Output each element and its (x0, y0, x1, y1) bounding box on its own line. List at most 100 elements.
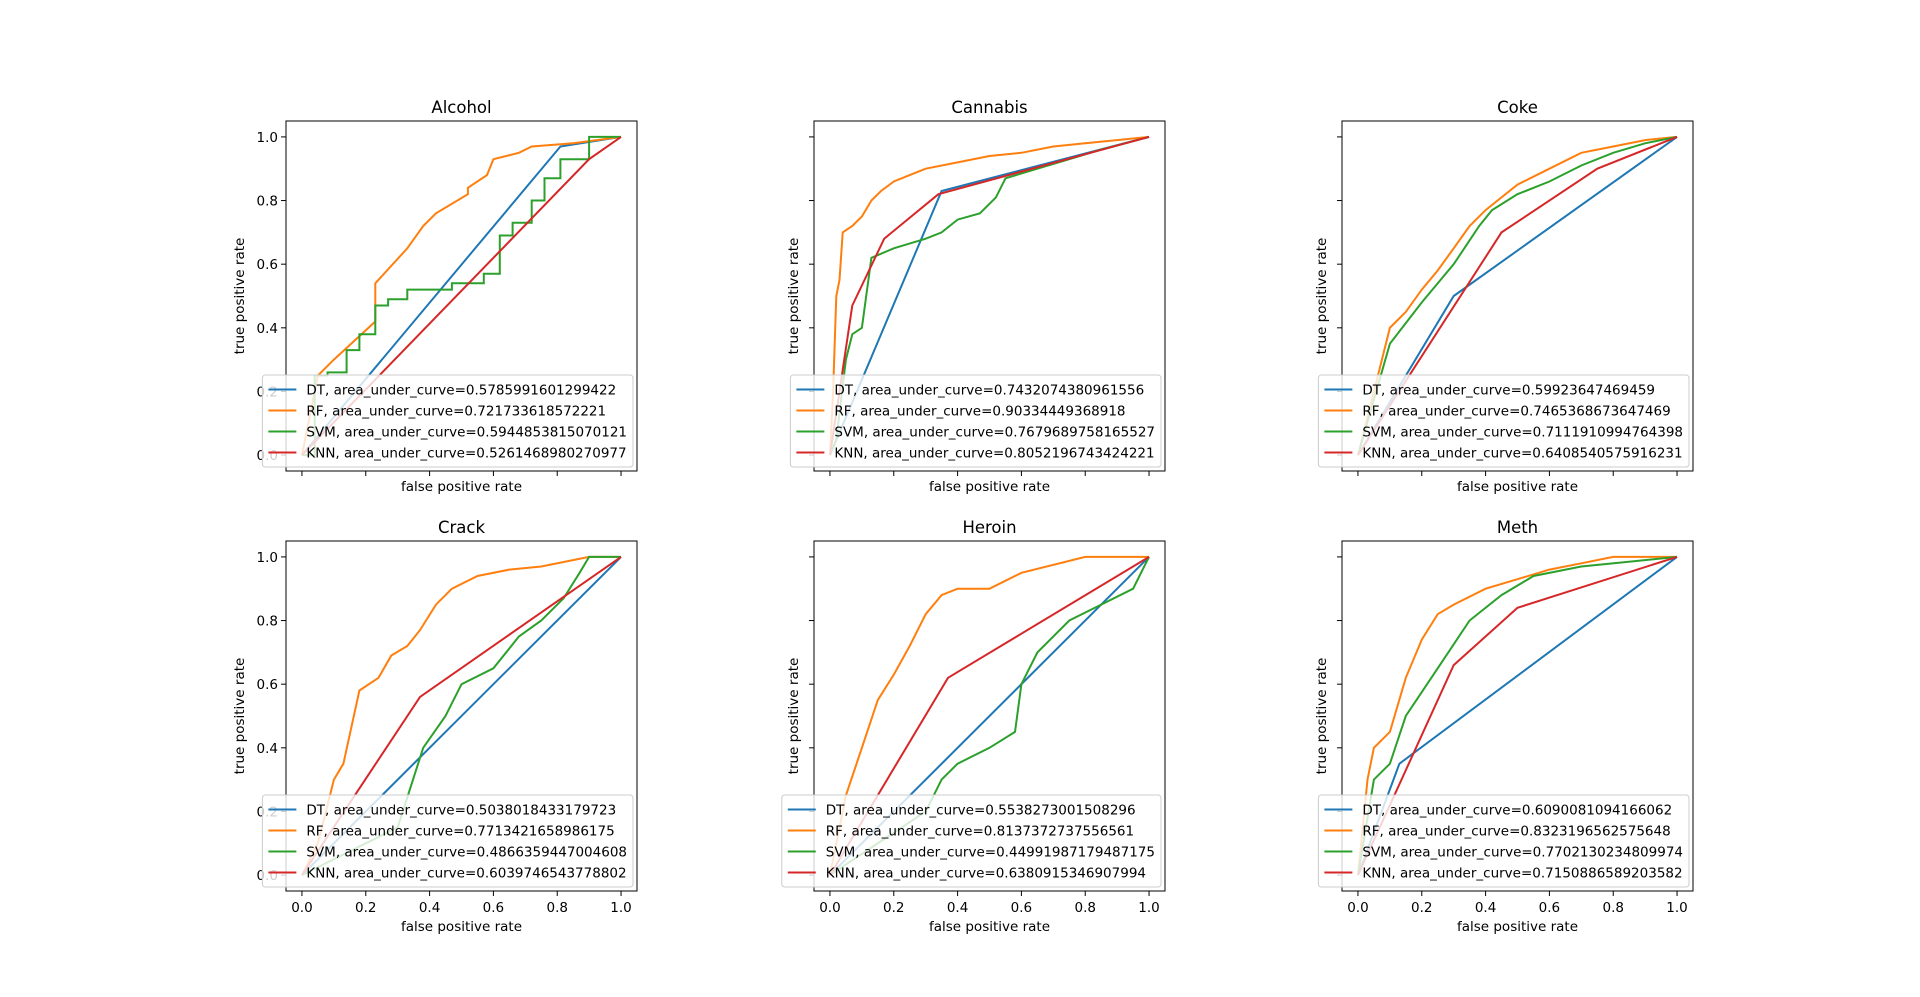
x-tick-label: 0.0 (291, 900, 312, 916)
legend-label: KNN, area_under_curve=0.6380915346907994 (826, 866, 1146, 882)
legend-item-rf: RF, area_under_curve=0.8137372737556561 (787, 824, 1134, 840)
curves (301, 135, 622, 457)
x-tick-label: 0.0 (819, 900, 840, 916)
legend-label: DT, area_under_curve=0.5538273001508296 (826, 803, 1136, 819)
legend-item-knn: KNN, area_under_curve=0.8052196743424221 (796, 446, 1155, 462)
legend-item-knn: KNN, area_under_curve=0.6380915346907994 (787, 866, 1146, 882)
legend: DT, area_under_curve=0.7432074380961556 R… (789, 374, 1162, 468)
legend-label: DT, area_under_curve=0.7432074380961556 (834, 383, 1144, 399)
legend-label: RF, area_under_curve=0.90334449368918 (834, 404, 1125, 420)
roc-curve-rf (301, 555, 621, 876)
roc-curve-svm (829, 135, 1150, 456)
x-tick-label: 1.0 (610, 900, 631, 916)
x-tick-label: 0.6 (1539, 900, 1560, 916)
x-tick-label: 1.0 (1666, 900, 1687, 916)
roc-curve-rf (1357, 135, 1678, 456)
legend-item-svm: SVM, area_under_curve=0.4499198717948717… (787, 845, 1155, 861)
roc-curve-knn (1357, 555, 1678, 876)
roc-curve-rf (301, 135, 622, 456)
roc-curve-svm (302, 135, 621, 457)
legend-item-dt: DT, area_under_curve=0.6090081094166062 (1324, 803, 1672, 819)
y-axis-label: true positive rate (1314, 238, 1330, 355)
roc-curve-svm (1357, 555, 1678, 876)
roc-curve-knn (301, 136, 622, 456)
y-tick-label: 0.4 (257, 321, 278, 337)
subplot-title: Meth (1497, 518, 1538, 537)
y-tick-label: 0.6 (257, 677, 278, 693)
subplot-crack: 0.00.20.40.60.81.00.00.20.40.60.81.0Crac… (232, 518, 638, 935)
legend-label: KNN, area_under_curve=0.5261468980270977 (306, 446, 626, 462)
legend-label: RF, area_under_curve=0.8323196562575648 (1362, 824, 1670, 840)
legend-label: SVM, area_under_curve=0.4866359447004608 (306, 845, 627, 861)
legend-item-svm: SVM, area_under_curve=0.7702130234809974 (1324, 845, 1683, 861)
subplot-coke: Coke false positive rate true positive rat… (1314, 98, 1694, 495)
x-tick-label: 0.4 (1475, 900, 1496, 916)
x-tick-label: 1.0 (1138, 900, 1159, 916)
roc-curve-svm (301, 555, 621, 876)
x-axis-label: false positive rate (1457, 919, 1578, 935)
roc-curve-svm (1357, 135, 1678, 456)
x-tick-label: 0.2 (1411, 900, 1432, 916)
legend: DT, area_under_curve=0.5785991601299422 R… (261, 374, 634, 468)
legend-item-knn: KNN, area_under_curve=0.6408540575916231 (1324, 446, 1683, 462)
legend-item-knn: KNN, area_under_curve=0.6039746543778802 (268, 866, 627, 882)
subplot-title: Heroin (962, 518, 1016, 537)
legend-label: KNN, area_under_curve=0.7150886589203582 (1362, 866, 1682, 882)
axes-frame (813, 540, 1166, 892)
subplot-cannabis: Cannabis false positive rate true positive… (786, 98, 1166, 495)
roc-curve-knn (829, 135, 1150, 456)
legend-item-dt: DT, area_under_curve=0.5785991601299422 (268, 383, 616, 399)
roc-curve-rf (829, 555, 1149, 876)
legend-box (1317, 794, 1690, 888)
subplot-title: Alcohol (431, 98, 491, 117)
y-tick-label: 1.0 (257, 550, 278, 566)
subplot-title: Crack (438, 518, 485, 537)
x-tick-label: 0.6 (483, 900, 504, 916)
legend-label: RF, area_under_curve=0.7713421658986175 (306, 824, 614, 840)
x-tick-label: 0.2 (883, 900, 904, 916)
y-axis-label: true positive rate (232, 658, 248, 775)
x-tick-label: 0.6 (1011, 900, 1032, 916)
legend-label: SVM, area_under_curve=0.7679689758165527 (834, 425, 1155, 441)
legend-box (789, 374, 1162, 468)
axes-frame (1341, 540, 1694, 892)
y-axis-label: true positive rate (232, 238, 248, 355)
subplot-title: Coke (1497, 98, 1538, 117)
y-tick-label: 0.4 (257, 741, 278, 757)
legend-item-dt: DT, area_under_curve=0.5038018433179723 (268, 803, 616, 819)
x-axis-label: false positive rate (1457, 479, 1578, 495)
roc-curve-rf (1357, 555, 1677, 876)
legend-label: KNN, area_under_curve=0.8052196743424221 (834, 446, 1154, 462)
legend-item-rf: RF, area_under_curve=0.7713421658986175 (268, 824, 615, 840)
legend: DT, area_under_curve=0.59923647469459 RF,… (1317, 374, 1690, 468)
legend-label: DT, area_under_curve=0.5038018433179723 (306, 803, 616, 819)
legend-label: DT, area_under_curve=0.59923647469459 (1362, 383, 1655, 399)
legend-item-knn: KNN, area_under_curve=0.5261468980270977 (268, 446, 627, 462)
axes-frame (285, 540, 638, 892)
x-tick-label: 0.4 (947, 900, 968, 916)
legend-box (1317, 374, 1690, 468)
legend-item-rf: RF, area_under_curve=0.721733618572221 (268, 404, 606, 420)
x-tick-label: 0.8 (1602, 900, 1623, 916)
roc-curve-knn (1357, 135, 1678, 456)
x-tick-label: 0.0 (1347, 900, 1368, 916)
axes-frame (813, 120, 1166, 472)
roc-curve-svm (829, 556, 1150, 876)
legend-label: DT, area_under_curve=0.5785991601299422 (306, 383, 616, 399)
legend-item-svm: SVM, area_under_curve=0.7111910994764398 (1324, 425, 1683, 441)
axes-frame (1341, 120, 1694, 472)
legend-label: RF, area_under_curve=0.7465368673647469 (1362, 404, 1670, 420)
y-tick-label: 1.0 (257, 130, 278, 146)
legend-item-dt: DT, area_under_curve=0.7432074380961556 (796, 383, 1144, 399)
y-tick-label: 0.8 (257, 194, 278, 210)
legend-label: SVM, area_under_curve=0.4499198717948717… (826, 845, 1155, 861)
x-axis-label: false positive rate (401, 919, 522, 935)
subplot-title: Cannabis (951, 98, 1027, 117)
legend-item-rf: RF, area_under_curve=0.7465368673647469 (1324, 404, 1671, 420)
x-axis-label: false positive rate (401, 479, 522, 495)
legend-box (261, 794, 634, 888)
legend-item-dt: DT, area_under_curve=0.59923647469459 (1324, 383, 1655, 399)
roc-curve-rf (829, 135, 1150, 456)
legend-label: SVM, area_under_curve=0.7111910994764398 (1362, 425, 1683, 441)
